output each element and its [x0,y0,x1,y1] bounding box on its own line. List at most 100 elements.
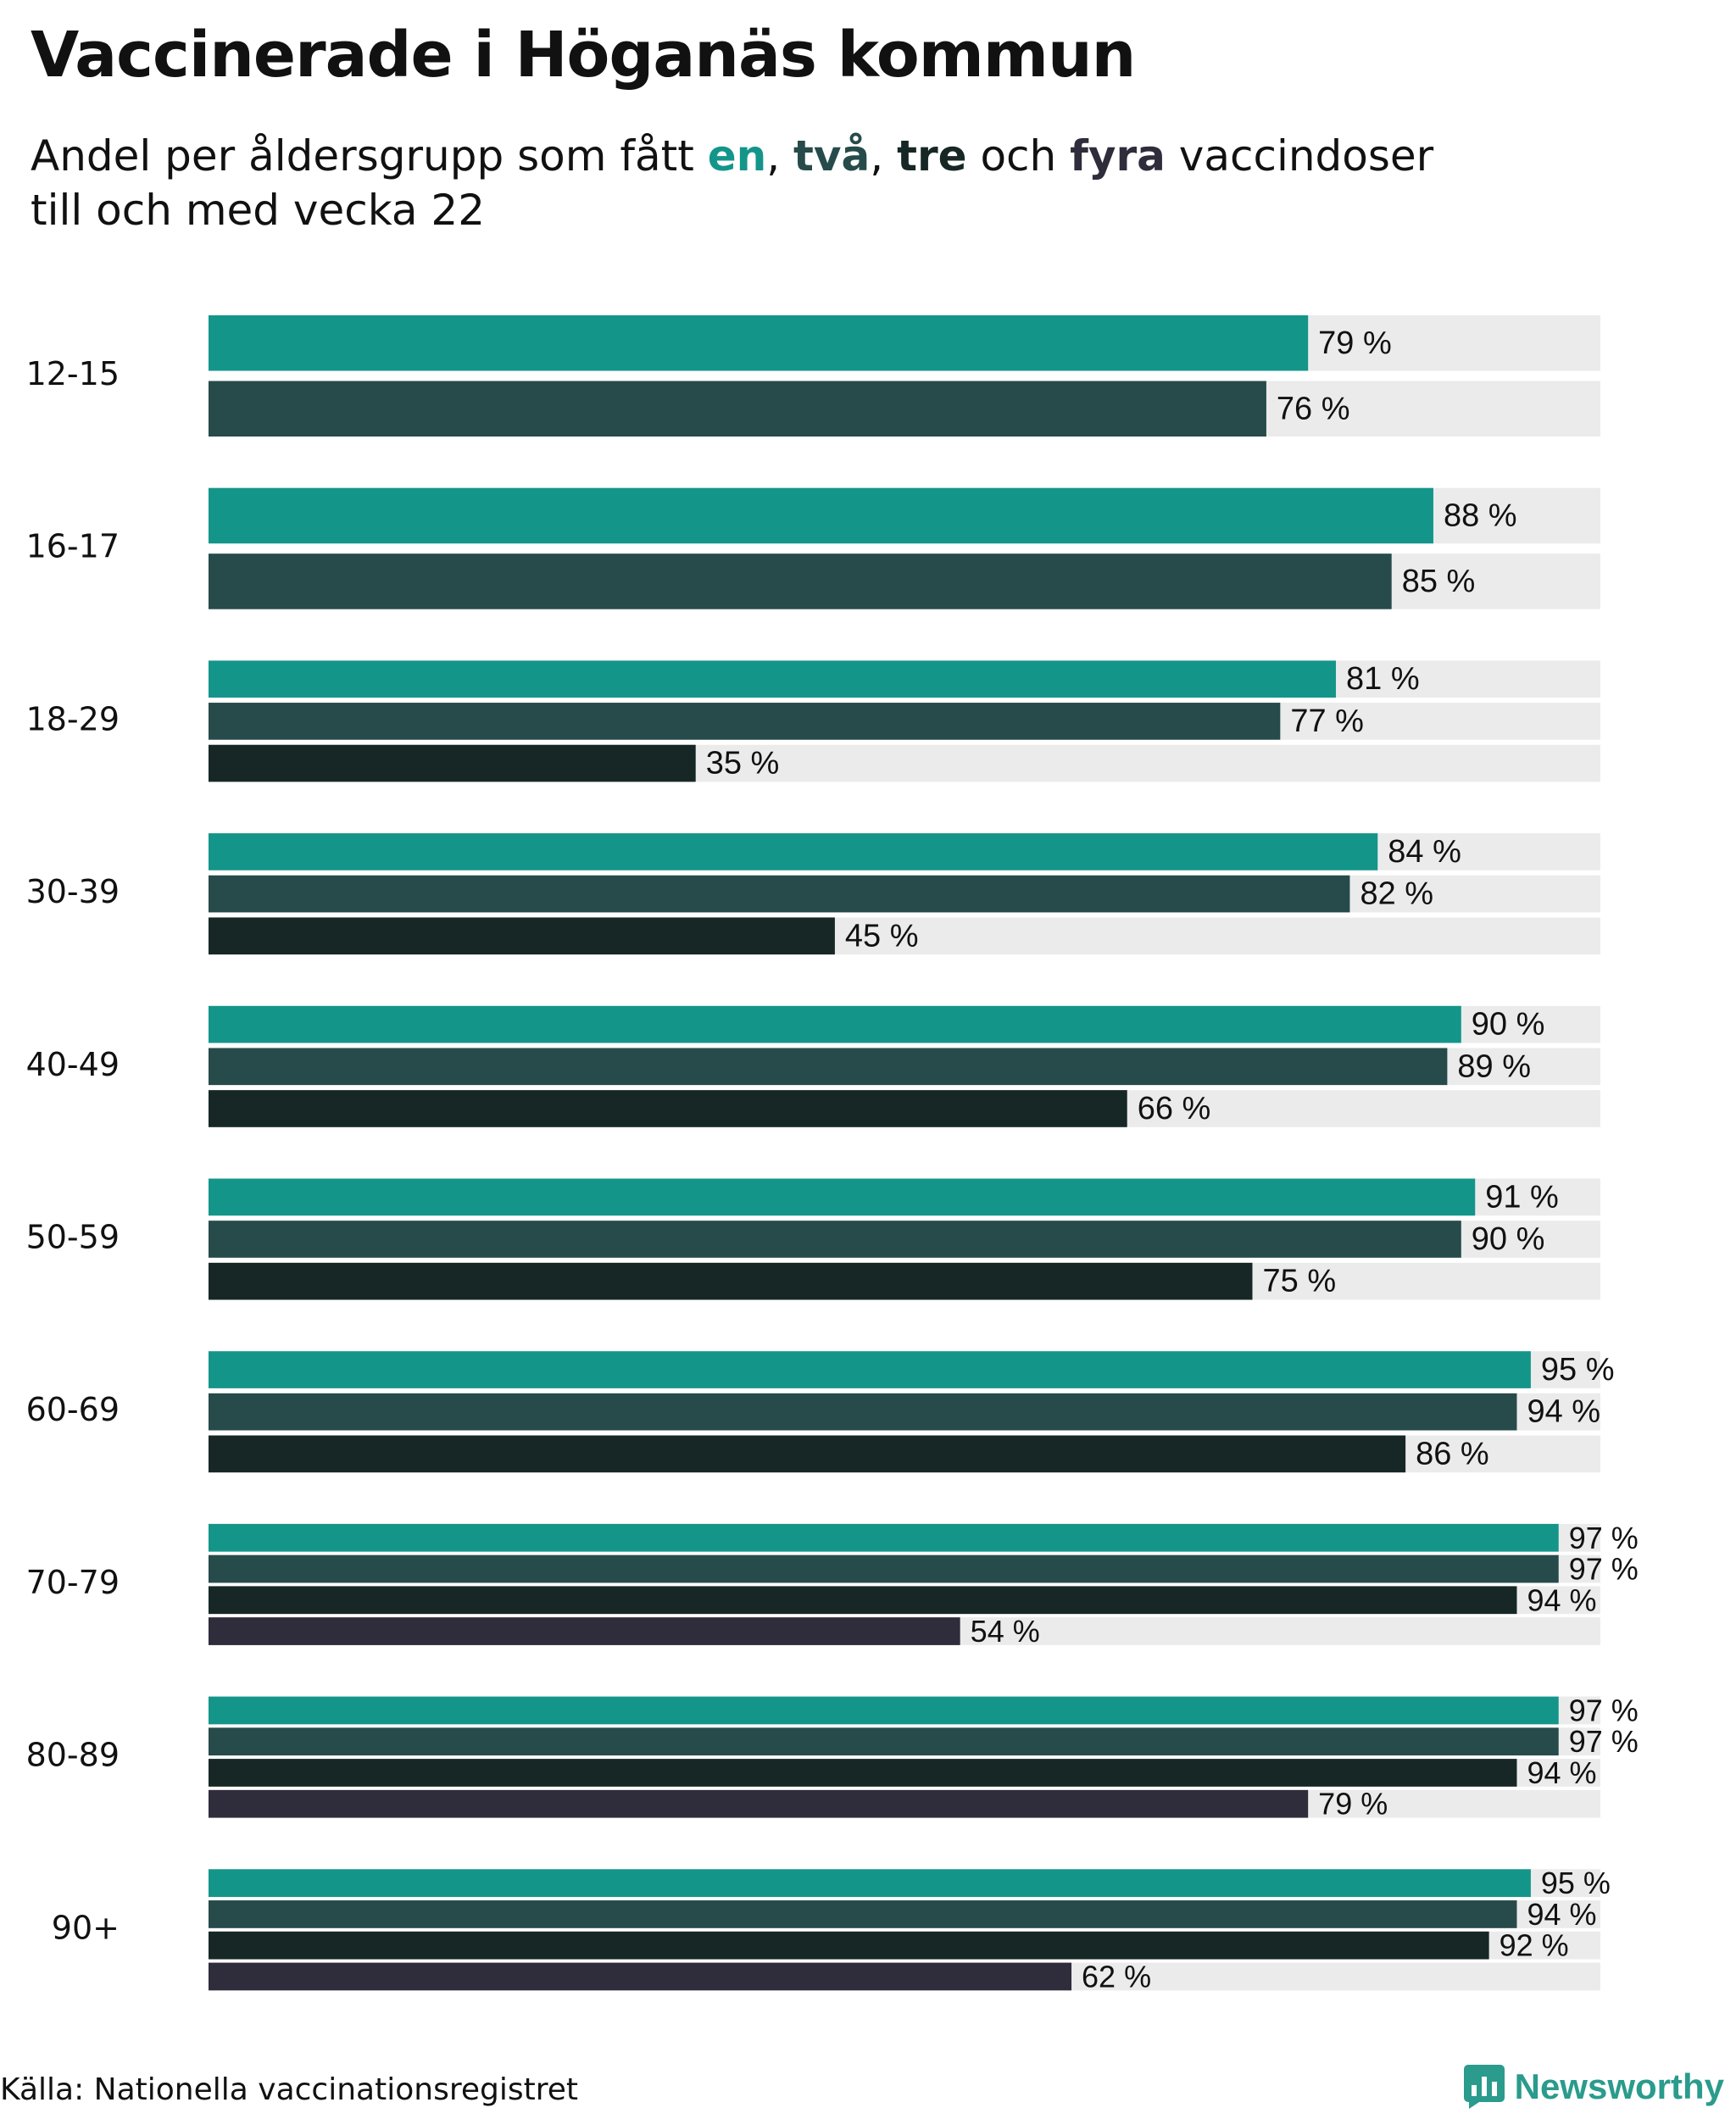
bar-group-50-59: 50-59 91 % 90 % 75 % [26,1178,1600,1300]
category-label: 60-69 [26,1391,120,1428]
data-label: 95 % [1541,1352,1615,1388]
subtitle-separator: , [766,131,794,181]
data-label: 94 % [1527,1897,1596,1932]
data-label: 66 % [1138,1091,1211,1126]
data-label: 97 % [1569,1552,1639,1587]
subtitle-separator: , [870,131,898,181]
data-label: 35 % [706,746,780,781]
bar-group-40-49: 40-49 90 % 89 % 66 % [26,1005,1600,1127]
bar-tre [209,1759,1517,1787]
chart-title: Vaccinerade i Höganäs kommun [31,19,1136,92]
bar-chart-logo-icon [1463,2065,1505,2109]
bar-tre [209,1931,1489,1960]
category-label: 18-29 [26,700,120,737]
bar-fyra [209,1789,1309,1818]
bar-en [209,487,1433,544]
data-label: 79 % [1318,325,1392,361]
bar-tre [209,1262,1253,1300]
bar-två [209,703,1281,740]
brand-name: Newsworthy [1514,2066,1724,2106]
bar-två [209,875,1350,913]
bar-en [209,833,1378,870]
bar-group-30-39: 30-39 84 % 82 % 45 % [26,833,1600,955]
data-label: 95 % [1541,1866,1611,1900]
category-label: 80-89 [26,1737,120,1774]
subtitle-text: vaccindoser [1165,131,1434,181]
bar-två [209,1048,1448,1086]
category-label: 70-79 [26,1564,120,1601]
category-label: 30-39 [26,873,120,910]
bar-en [209,1523,1559,1552]
bar-en [209,1178,1476,1216]
bar-en [209,315,1309,371]
chart-subtitle: Andel per åldersgrupp som fått en, två, … [31,129,1641,237]
bar-en [209,1005,1461,1043]
bar-group-60-69: 60-69 95 % 94 % 86 % [26,1351,1615,1473]
bar-fyra [209,1617,960,1645]
data-label: 77 % [1290,704,1364,739]
subtitle-text: Andel per åldersgrupp som fått [31,131,708,181]
category-label: 50-59 [26,1219,120,1256]
brand-logo: Newsworthy [1463,2065,1724,2109]
bar-tre [209,1435,1406,1473]
bar-två [209,1393,1517,1431]
bar-tre [209,1586,1517,1615]
bar-group-90+: 90+ 95 %94 %92 % 62 % [52,1866,1611,1994]
bar-två [209,1221,1461,1258]
data-label: 54 % [971,1614,1040,1649]
data-label: 82 % [1360,876,1433,912]
data-label: 91 % [1485,1179,1559,1215]
data-label: 85 % [1402,564,1476,599]
data-label: 97 % [1569,1521,1639,1555]
data-label: 94 % [1527,1755,1596,1790]
data-label: 92 % [1500,1928,1569,1963]
legend-dose-2: två [793,131,871,181]
category-label: 40-49 [26,1046,120,1083]
bar-tre [209,917,835,955]
data-label: 88 % [1444,498,1517,533]
bar-group-18-29: 18-29 81 % 77 % 35 % [26,660,1600,782]
bar-group-16-17: 16-17 88 % 85 % [26,487,1600,609]
data-label: 76 % [1277,391,1350,426]
data-label: 94 % [1527,1394,1600,1430]
bar-en [209,1869,1531,1898]
data-label: 97 % [1569,1724,1639,1759]
bar-två [209,1900,1517,1928]
bar-två [209,1727,1559,1756]
data-label: 62 % [1082,1959,1151,1994]
bar-tre [209,1090,1127,1127]
subtitle-line-1: Andel per åldersgrupp som fått en, två, … [31,129,1641,183]
bar-group-12-15: 12-15 79 % 76 % [26,315,1600,437]
data-label: 86 % [1416,1436,1489,1471]
data-label: 89 % [1457,1048,1531,1084]
bar-två [209,553,1392,609]
data-label: 84 % [1388,834,1461,870]
data-label: 81 % [1346,661,1420,697]
bar-fyra [209,1962,1072,1991]
bar-en [209,1351,1531,1388]
legend-dose-1: en [707,131,767,181]
category-label: 90+ [52,1909,120,1946]
bar-två [209,381,1266,437]
subtitle-line-2: till och med vecka 22 [31,186,486,235]
data-label: 45 % [845,918,919,954]
legend-dose-4: fyra [1070,131,1166,181]
data-label: 97 % [1569,1693,1639,1727]
data-label: 75 % [1263,1264,1337,1299]
category-label: 12-15 [26,355,120,392]
category-label: 16-17 [26,528,120,565]
data-label: 79 % [1318,1787,1388,1821]
source-note: Källa: Nationella vaccinationsregistret [0,2072,578,2107]
bar-tre [209,744,696,782]
subtitle-separator: och [966,131,1071,181]
data-label: 94 % [1527,1582,1596,1617]
data-label: 90 % [1472,1007,1545,1043]
bar-en [209,1696,1559,1725]
bar-en [209,660,1337,698]
data-label: 90 % [1472,1221,1545,1257]
bar-två [209,1554,1559,1583]
legend-dose-3: tre [897,131,967,181]
